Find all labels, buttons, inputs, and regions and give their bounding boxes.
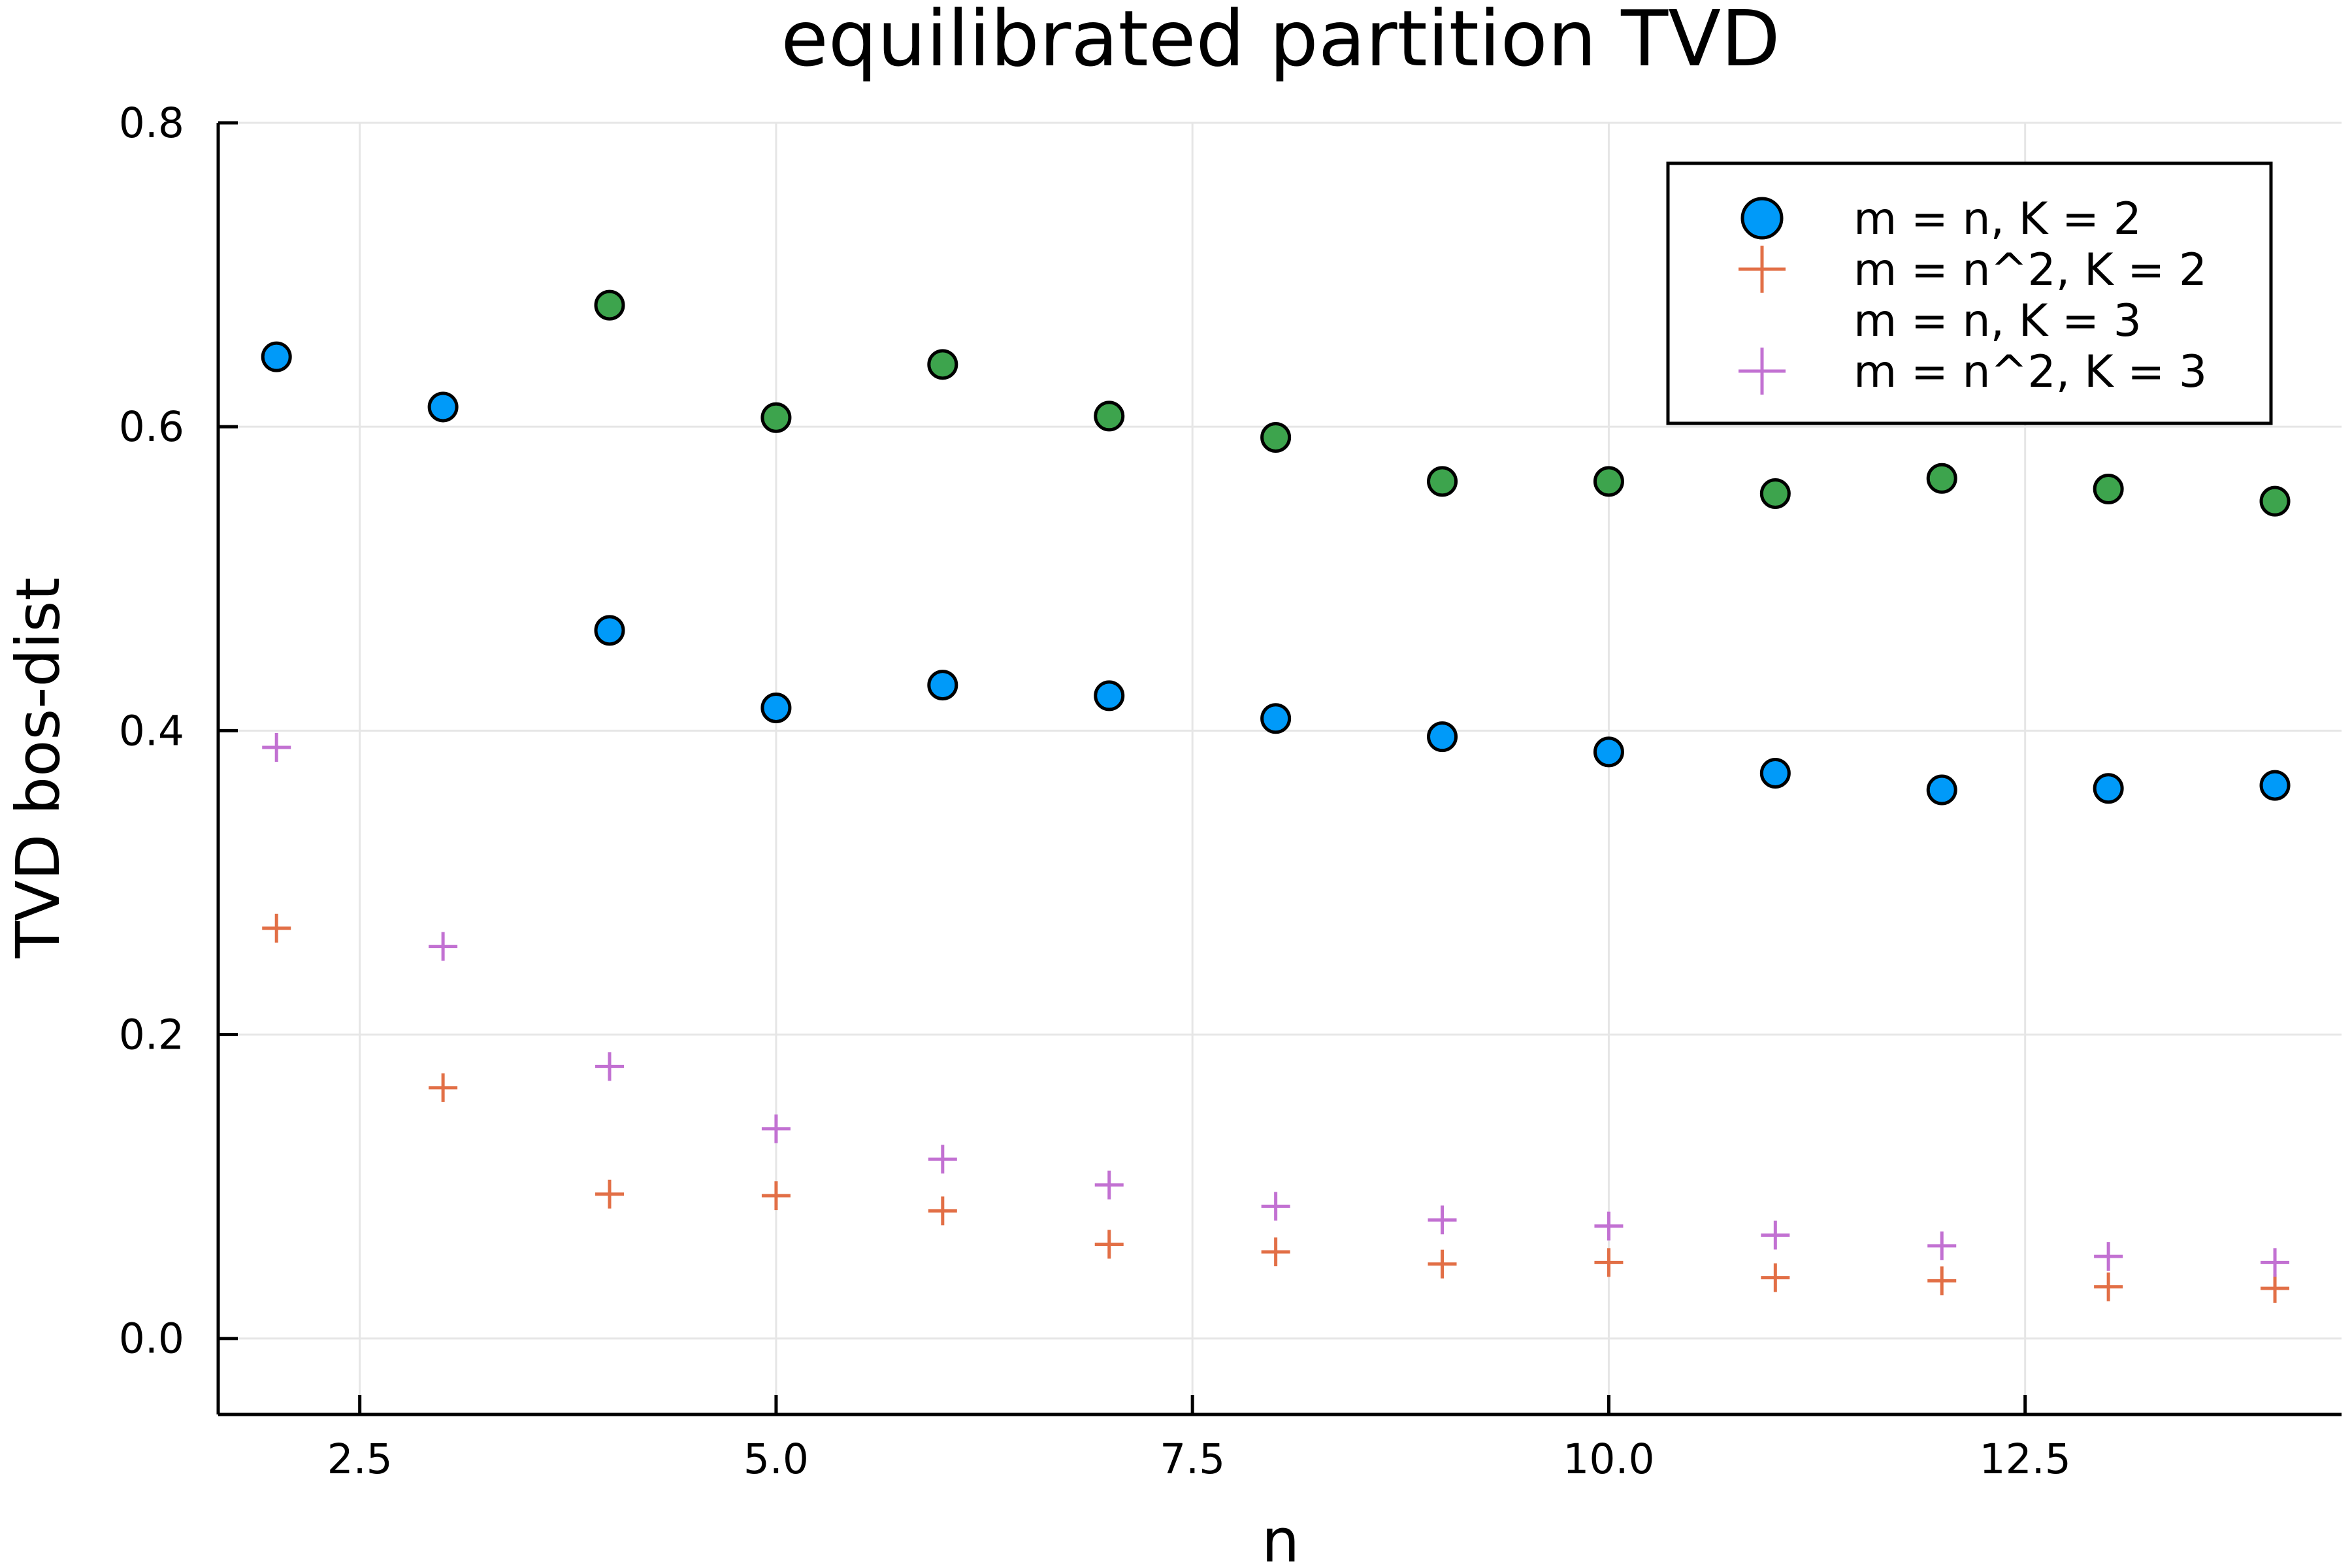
data-point: [595, 1052, 625, 1081]
data-point: [1761, 1220, 1790, 1250]
data-point: [1926, 463, 1957, 494]
data-point: [1759, 757, 1791, 789]
data-point: [429, 932, 458, 961]
data-point: [761, 1114, 791, 1143]
data-point: [427, 391, 459, 423]
data-point: [261, 341, 292, 372]
data-point: [928, 1196, 957, 1226]
data-point: [2093, 773, 2124, 804]
data-point: [1261, 1237, 1290, 1267]
data-point: [595, 1179, 625, 1209]
grid-lines: [218, 122, 2342, 1414]
series-2: [262, 913, 2290, 1303]
data-point: [2094, 1272, 2123, 1301]
legend-marker: [1740, 197, 1784, 240]
data-point: [1428, 1249, 1457, 1279]
data-point: [1094, 400, 1125, 432]
data-point: [2261, 1273, 2290, 1303]
y-tick-label: 0.2: [119, 1011, 184, 1059]
y-tick-label: 0.0: [119, 1315, 184, 1363]
x-axis-label: n: [1262, 1506, 1299, 1568]
x-tick-label: 5.0: [743, 1435, 809, 1483]
data-point: [262, 913, 291, 943]
legend: m = n, K = 2m = n^2, K = 2m = n, K = 3m …: [1666, 161, 2273, 425]
data-point: [760, 402, 792, 433]
data-point: [1094, 1230, 1124, 1259]
x-tick-label: 7.5: [1160, 1435, 1225, 1483]
data-point: [927, 349, 958, 380]
data-point: [1094, 1170, 1124, 1200]
chart-title: equilibrated partition TVD: [781, 0, 1780, 84]
data-point: [594, 615, 625, 646]
data-point: [1594, 1211, 1624, 1241]
data-point: [262, 732, 291, 762]
data-point: [1594, 1248, 1624, 1277]
y-tick-label: 0.4: [119, 707, 184, 755]
x-tick-label: 12.5: [1980, 1435, 2071, 1483]
legend-label: m = n, K = 3: [1854, 295, 2142, 347]
series-1: [261, 341, 2291, 806]
legend-label: m = n^2, K = 2: [1854, 244, 2207, 296]
data-point: [2261, 1248, 2290, 1277]
y-axis-label: TVD bos-dist: [3, 578, 73, 959]
legend-marker: [1739, 348, 1786, 395]
data-point: [1761, 1263, 1790, 1292]
axes: 2.5 5.0 7.5 10.0 12.5 0.0 0.2 0.4 0.6 0.8: [119, 99, 2342, 1483]
x-tick-label: 2.5: [327, 1435, 393, 1483]
legend-marker: [1739, 246, 1786, 293]
data-point: [1427, 721, 1458, 753]
data-point: [1593, 466, 1624, 497]
data-point: [1261, 1192, 1290, 1221]
data-point: [1260, 703, 1292, 734]
data-point: [1927, 1231, 1957, 1260]
data-point: [760, 692, 792, 723]
data-point: [1926, 774, 1957, 806]
data-point: [1094, 680, 1125, 711]
data-points: [261, 289, 2291, 1303]
data-point: [1927, 1266, 1957, 1296]
data-point: [429, 1073, 458, 1102]
y-tick-label: 0.8: [119, 99, 184, 147]
data-point: [761, 1181, 791, 1211]
data-point: [2259, 770, 2291, 801]
data-point: [2094, 1242, 2123, 1271]
x-tick-label: 10.0: [1563, 1435, 1654, 1483]
data-point: [2093, 474, 2124, 505]
data-point: [927, 670, 958, 701]
data-point: [594, 289, 625, 321]
data-point: [1759, 478, 1791, 510]
data-point: [1593, 736, 1624, 768]
y-tick-label: 0.6: [119, 403, 184, 451]
legend-label: m = n^2, K = 3: [1854, 346, 2207, 398]
series-4: [262, 732, 2290, 1277]
data-point: [928, 1145, 957, 1174]
data-point: [1428, 1205, 1457, 1235]
series-3: [594, 289, 2291, 517]
data-point: [1427, 466, 1458, 497]
legend-label: m = n, K = 2: [1854, 193, 2142, 245]
data-point: [1260, 421, 1292, 453]
data-point: [2259, 485, 2291, 517]
